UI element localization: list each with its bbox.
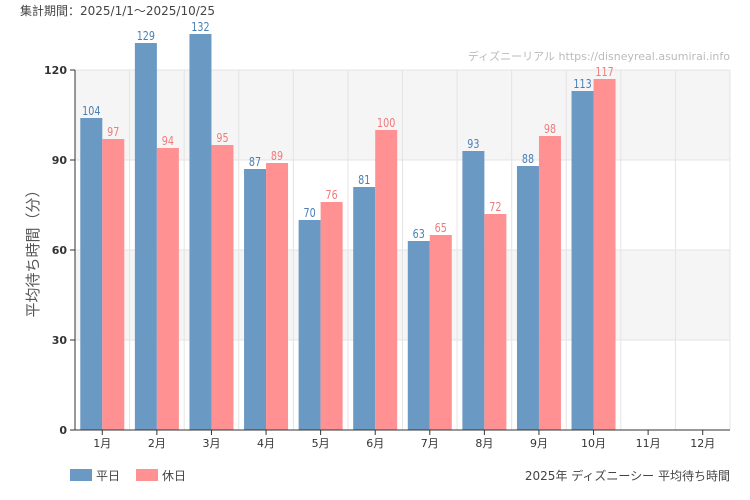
- legend-swatch-weekday: [70, 469, 92, 481]
- bar-weekday: [407, 241, 430, 430]
- bar-holiday: [211, 145, 234, 430]
- legend: 平日 休日: [70, 469, 186, 483]
- data-label: 89: [271, 149, 283, 163]
- bar-holiday: [156, 148, 179, 430]
- x-tick-label: 11月: [636, 437, 661, 450]
- data-label: 117: [595, 65, 613, 79]
- bar-holiday: [538, 136, 561, 430]
- bar-holiday: [102, 139, 125, 430]
- x-tick-label: 5月: [312, 437, 330, 450]
- data-label: 104: [82, 104, 100, 118]
- legend-swatch-holiday: [136, 469, 158, 481]
- data-label: 95: [216, 131, 228, 145]
- bar-weekday: [462, 151, 485, 430]
- watermark: ディズニーリアル https://disneyreal.asumirai.inf…: [468, 49, 730, 63]
- y-tick-label: 30: [52, 334, 68, 347]
- data-label: 98: [544, 122, 556, 136]
- data-label: 88: [522, 152, 534, 166]
- x-tick-label: 12月: [690, 437, 715, 450]
- x-tick-label: 2月: [148, 437, 166, 450]
- x-tick-label: 9月: [530, 437, 548, 450]
- data-label: 94: [162, 134, 174, 148]
- data-label: 132: [191, 20, 209, 34]
- bar-weekday: [189, 34, 212, 430]
- bar-weekday: [134, 43, 157, 430]
- bar-holiday: [593, 79, 616, 430]
- bar-weekday: [298, 220, 321, 430]
- legend-label-holiday: 休日: [162, 469, 186, 483]
- legend-label-weekday: 平日: [96, 469, 120, 483]
- bar-holiday: [266, 163, 289, 430]
- bar-weekday: [244, 169, 267, 430]
- data-label: 76: [326, 188, 338, 202]
- x-tick-label: 8月: [475, 437, 493, 450]
- x-tick-label: 3月: [202, 437, 220, 450]
- data-label: 63: [413, 227, 425, 241]
- bar-holiday: [429, 235, 452, 430]
- data-label: 65: [435, 221, 447, 235]
- bar-weekday: [571, 91, 594, 430]
- x-tick-label: 7月: [421, 437, 439, 450]
- x-tick-label: 1月: [93, 437, 111, 450]
- y-tick-label: 0: [59, 424, 67, 437]
- period-label: 集計期間：2025/1/1～2025/10/25: [20, 3, 215, 18]
- data-label: 93: [467, 137, 479, 151]
- data-label: 72: [489, 200, 501, 214]
- x-tick-label: 10月: [581, 437, 606, 450]
- bar-holiday: [320, 202, 343, 430]
- bar-holiday: [484, 214, 507, 430]
- data-label: 129: [137, 29, 155, 43]
- y-tick-label: 90: [52, 154, 68, 167]
- x-tick-label: 6月: [366, 437, 384, 450]
- bar-weekday: [353, 187, 376, 430]
- bar-weekday: [80, 118, 103, 430]
- data-label: 113: [573, 77, 591, 91]
- chart-caption: 2025年 ディズニーシー 平均待ち時間: [525, 468, 730, 483]
- data-label: 81: [358, 173, 370, 187]
- data-label: 100: [377, 116, 395, 130]
- y-tick-label: 60: [52, 244, 68, 257]
- x-tick-label: 4月: [257, 437, 275, 450]
- data-label: 97: [107, 125, 119, 139]
- data-label: 70: [304, 206, 316, 220]
- data-label: 87: [249, 155, 261, 169]
- y-tick-label: 120: [44, 64, 67, 77]
- bar-holiday: [375, 130, 398, 430]
- bar-weekday: [516, 166, 539, 430]
- y-axis-title: 平均待ち時間（分）: [24, 182, 42, 317]
